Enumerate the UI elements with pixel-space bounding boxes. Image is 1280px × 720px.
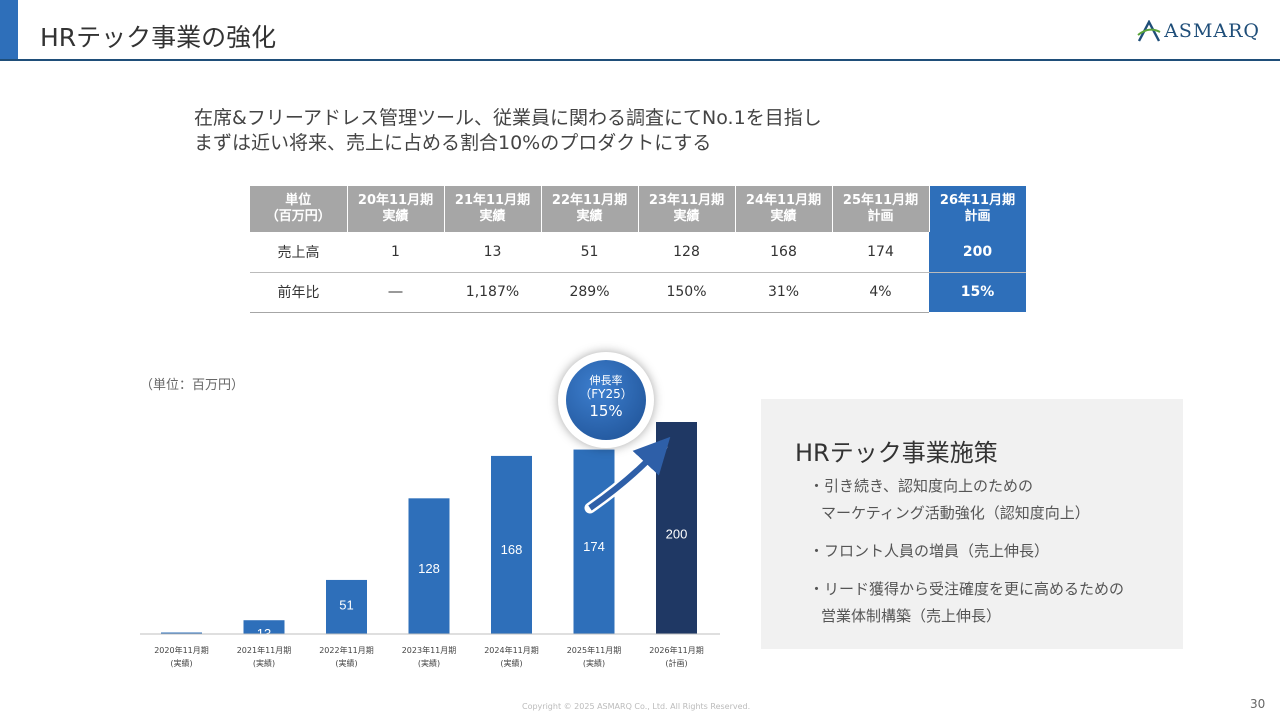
table-cell: 1,187%: [444, 272, 541, 313]
kind-label: 実績: [576, 209, 603, 224]
data-label-2: 51: [339, 598, 353, 613]
kind-label: 実績: [479, 209, 506, 224]
period-label: 26年11月期: [939, 193, 1016, 208]
header-accent-bar: [0, 0, 18, 59]
list-item-text: ・引き続き、認知度向上のための: [809, 477, 1033, 495]
x-tick-label-2: 2022年11月期: [319, 645, 374, 655]
kind-label: 実績: [770, 209, 797, 224]
unit-header-sub: （百万円）: [265, 209, 331, 224]
row-label: 売上高: [250, 232, 347, 273]
bar-4: [491, 455, 532, 634]
x-tick-label-1: 2021年11月期: [237, 645, 292, 655]
table-header-unit: 単位 （百万円）: [250, 186, 348, 232]
table-cell: ―: [347, 272, 444, 313]
kind-label: 計画: [867, 209, 894, 224]
table-cell: 128: [638, 232, 735, 273]
period-label: 22年11月期: [551, 193, 628, 208]
measures-title: HRテック事業施策: [795, 439, 998, 467]
table-row-yoy: 前年比 ― 1,187% 289% 150% 31% 4% 15%: [250, 272, 1026, 313]
x-tick-label-6: 2026年11月期: [649, 645, 704, 655]
table-cell: 13: [444, 232, 541, 273]
table-cell: 174: [832, 232, 929, 273]
list-item: ・リード獲得から受注確度を更に高めるための 営業体制構築（売上伸長）: [809, 576, 1124, 630]
growth-arrow: [588, 436, 671, 511]
growth-rate-bubble: 伸長率 （FY25） 15%: [558, 352, 654, 448]
copyright-notice: Copyright © 2025 ASMARQ Co., Ltd. All Ri…: [522, 702, 751, 711]
slide-header: HRテック事業の強化 ASMARQ: [0, 0, 1280, 61]
headline-line-1: 在席&フリーアドレス管理ツール、従業員に関わる調査にてNo.1を目指し: [194, 107, 822, 129]
table-header-fy21: 21年11月期 実績: [444, 186, 542, 232]
x-tick-label-0: (実績): [170, 658, 192, 668]
kind-label: 実績: [382, 209, 409, 224]
table-cell: 168: [735, 232, 832, 273]
list-item-text-cont: マーケティング活動強化（認知度向上）: [821, 504, 1090, 522]
x-tick-label-2: (実績): [335, 658, 357, 668]
table-header-fy25: 25年11月期 計画: [832, 186, 930, 232]
table-cell: 150%: [638, 272, 735, 313]
x-tick-label-6: (計画): [665, 658, 687, 668]
table-cell: 31%: [735, 272, 832, 313]
table-cell: 4%: [832, 272, 929, 313]
x-tick-label-3: (実績): [418, 658, 440, 668]
row-label: 前年比: [250, 272, 347, 313]
kind-label: 計画: [964, 209, 991, 224]
table-header-fy20: 20年11月期 実績: [347, 186, 445, 232]
sales-summary-table: 単位 （百万円） 20年11月期 実績 21年11月期 実績 22年11月期 実績 2…: [250, 186, 1027, 313]
list-item-text-cont: 営業体制構築（売上伸長）: [821, 607, 1002, 625]
period-label: 25年11月期: [842, 193, 919, 208]
measures-list: ・引き続き、認知度向上のための マーケティング活動強化（認知度向上） ・フロント…: [809, 473, 1124, 641]
data-label-4: 168: [501, 542, 523, 557]
table-cell-highlight: 15%: [929, 272, 1026, 313]
table-header-fy24: 24年11月期 実績: [735, 186, 833, 232]
bar-3: [408, 498, 450, 634]
chart-unit-label: （単位：百万円）: [140, 378, 245, 393]
table-cell: 51: [541, 232, 638, 273]
table-cell-highlight: 200: [929, 232, 1026, 273]
x-tick-label-4: 2024年11月期: [484, 645, 539, 655]
list-item: ・フロント人員の増員（売上伸長）: [809, 538, 1124, 565]
x-tick-label-3: 2023年11月期: [402, 645, 457, 655]
list-item: ・引き続き、認知度向上のための マーケティング活動強化（認知度向上）: [809, 473, 1124, 527]
measures-panel: HRテック事業施策 ・引き続き、認知度向上のための マーケティング活動強化（認知…: [761, 399, 1183, 649]
headline-line-2: まずは近い将来、売上に占める割合10%のプロダクトにする: [194, 132, 712, 154]
x-tick-label-5: 2025年11月期: [567, 645, 622, 655]
company-logo: ASMARQ: [1137, 20, 1260, 42]
bar-1: [243, 620, 285, 634]
period-label: 21年11月期: [454, 193, 531, 208]
table-cell: 1: [347, 232, 444, 273]
bar-0: [161, 632, 202, 634]
sales-bar-chart: 2020年11月期(実績)132021年11月期(実績)512022年11月期(…: [140, 422, 720, 668]
logo-text: ASMARQ: [1164, 20, 1260, 42]
x-tick-label-1: (実績): [253, 658, 275, 668]
growth-rate-period: （FY25）: [579, 387, 633, 401]
data-label-6: 200: [666, 527, 688, 542]
data-label-5: 174: [583, 539, 605, 554]
growth-rate-value: 15%: [589, 402, 623, 420]
x-tick-label-0: 2020年11月期: [154, 645, 209, 655]
period-label: 20年11月期: [357, 193, 434, 208]
table-header-row: 単位 （百万円） 20年11月期 実績 21年11月期 実績 22年11月期 実績 2…: [250, 186, 1027, 232]
x-tick-label-5: (実績): [583, 658, 605, 668]
table-header-fy22: 22年11月期 実績: [541, 186, 639, 232]
bar-5: [573, 449, 615, 634]
kind-label: 実績: [673, 209, 700, 224]
table-cell: 289%: [541, 272, 638, 313]
headline: 在席&フリーアドレス管理ツール、従業員に関わる調査にてNo.1を目指し まずは近…: [194, 106, 822, 156]
logo-mark-icon: [1137, 20, 1161, 42]
table-header-fy26: 26年11月期 計画: [929, 186, 1027, 232]
unit-header-label: 単位: [285, 193, 312, 208]
list-item-text: ・リード獲得から受注確度を更に高めるための: [809, 580, 1125, 598]
growth-rate-label: 伸長率: [589, 374, 623, 387]
period-label: 24年11月期: [745, 193, 822, 208]
table-row-sales: 売上高 1 13 51 128 168 174 200: [250, 232, 1026, 273]
growth-rate-badge: 伸長率 （FY25） 15%: [566, 360, 646, 440]
page-number: 30: [1250, 697, 1266, 711]
data-label-3: 128: [418, 561, 440, 576]
page-title: HRテック事業の強化: [40, 23, 277, 52]
table-header-fy23: 23年11月期 実績: [638, 186, 736, 232]
period-label: 23年11月期: [648, 193, 725, 208]
bar-2: [326, 579, 367, 634]
list-item-text: ・フロント人員の増員（売上伸長）: [809, 542, 1050, 560]
x-tick-label-4: (実績): [500, 658, 522, 668]
